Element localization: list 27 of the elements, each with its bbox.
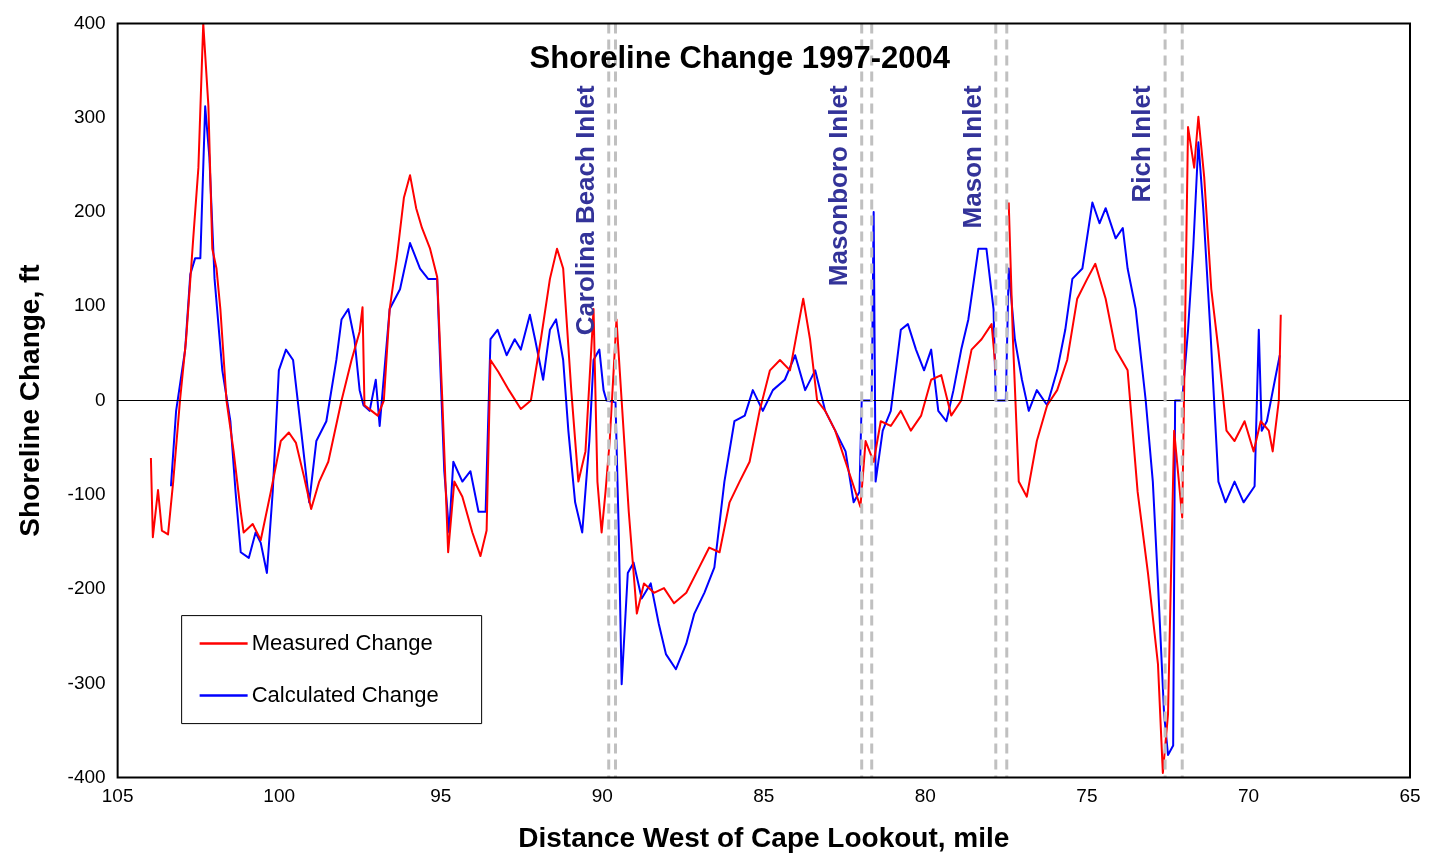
x-tick-label: 70 bbox=[1237, 785, 1260, 807]
ref-line-label: Carolina Beach Inlet bbox=[569, 85, 600, 336]
x-tick-label: 65 bbox=[1399, 785, 1421, 807]
y-tick-label: 300 bbox=[73, 105, 106, 127]
y-tick-label: 400 bbox=[73, 11, 106, 33]
ref-line-label: Masonboro Inlet bbox=[822, 85, 853, 287]
x-tick-label: 75 bbox=[1076, 785, 1098, 807]
legend-label: Measured Change bbox=[251, 629, 433, 655]
x-tick-label: 105 bbox=[101, 785, 134, 807]
y-tick-label: -300 bbox=[67, 671, 106, 693]
y-tick-label: 200 bbox=[73, 200, 106, 222]
x-tick-label: 90 bbox=[591, 785, 613, 807]
legend-label: Calculated Change bbox=[251, 681, 439, 707]
ref-line-label: Mason Inlet bbox=[956, 85, 987, 229]
y-tick-label: 0 bbox=[95, 388, 106, 410]
x-tick-label: 80 bbox=[914, 785, 936, 807]
x-axis-title: Distance West of Cape Lookout, mile bbox=[518, 821, 1010, 853]
y-tick-label: -400 bbox=[67, 765, 106, 787]
x-tick-label: 85 bbox=[753, 785, 775, 807]
ref-line-label: Rich Inlet bbox=[1126, 85, 1157, 203]
y-tick-label: -200 bbox=[67, 577, 106, 599]
text: Shoreline Change 1997-2004 bbox=[529, 39, 951, 75]
y-tick-label: 100 bbox=[73, 294, 106, 316]
y-axis-title: Shoreline Change, ft bbox=[13, 264, 45, 537]
x-tick-label: 95 bbox=[430, 785, 452, 807]
x-tick-label: 100 bbox=[263, 785, 296, 807]
y-tick-label: -100 bbox=[67, 483, 106, 505]
